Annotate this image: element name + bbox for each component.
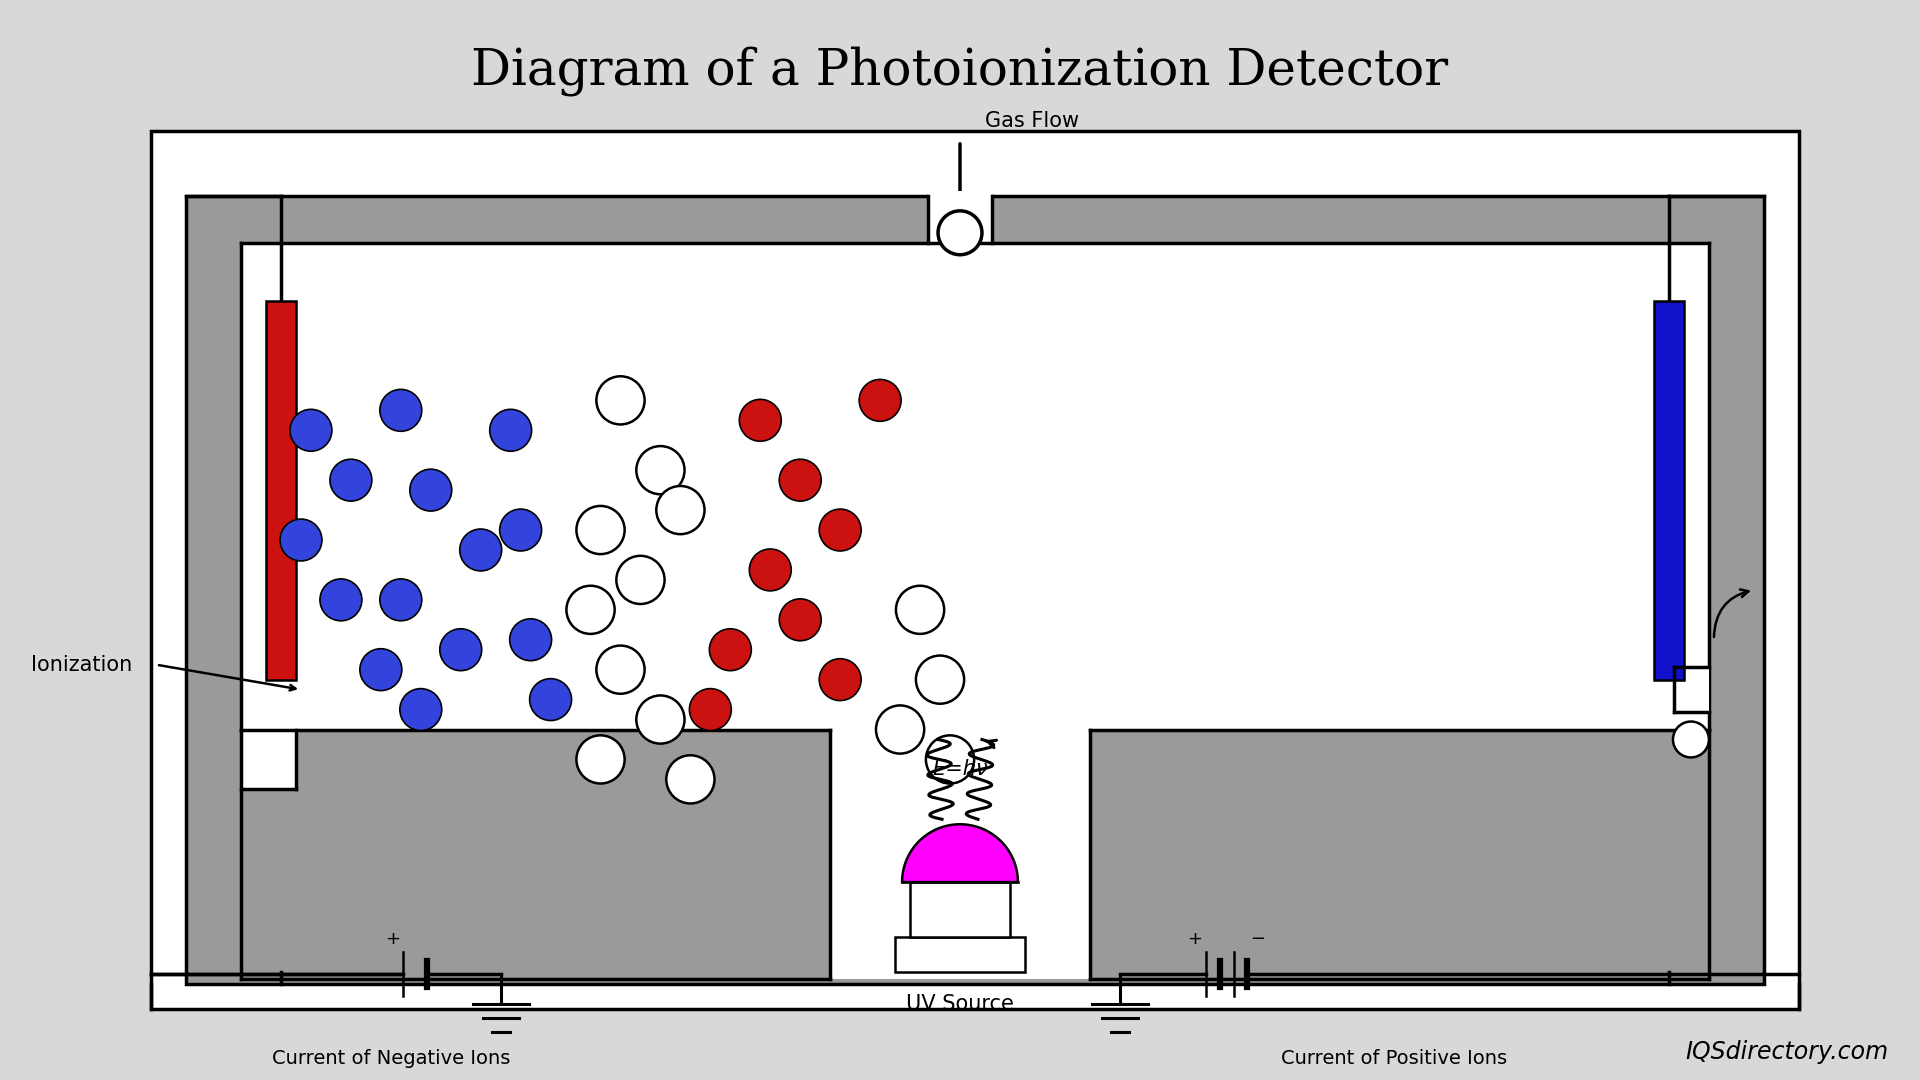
Circle shape (916, 656, 964, 704)
Circle shape (636, 696, 685, 744)
Text: UV Source: UV Source (906, 994, 1014, 1014)
Text: −: − (1250, 930, 1265, 948)
Circle shape (597, 376, 645, 424)
Circle shape (858, 379, 900, 421)
Circle shape (399, 689, 442, 730)
Bar (895, 937, 1025, 972)
Bar (1674, 667, 1709, 712)
Circle shape (566, 585, 614, 634)
Circle shape (576, 505, 624, 554)
Circle shape (820, 509, 862, 551)
Circle shape (576, 735, 624, 783)
Bar (242, 243, 1709, 729)
Bar (927, 191, 993, 243)
Circle shape (321, 579, 361, 621)
Circle shape (749, 549, 791, 591)
Bar (1091, 729, 1709, 978)
Circle shape (1672, 721, 1709, 757)
Circle shape (739, 400, 781, 442)
Bar (186, 195, 1764, 984)
Bar (242, 729, 829, 978)
Circle shape (330, 459, 372, 501)
Text: E=hν: E=hν (933, 759, 987, 780)
Circle shape (876, 705, 924, 754)
Circle shape (897, 585, 945, 634)
Text: +: + (386, 930, 401, 948)
Circle shape (689, 689, 732, 730)
Circle shape (666, 755, 714, 804)
Circle shape (440, 629, 482, 671)
Polygon shape (902, 824, 1018, 882)
FancyArrowPatch shape (1715, 590, 1749, 637)
Text: +: + (1187, 930, 1202, 948)
Circle shape (939, 211, 981, 255)
Circle shape (499, 509, 541, 551)
Circle shape (490, 409, 532, 451)
Text: Current of Negative Ions: Current of Negative Ions (271, 1049, 511, 1068)
Bar (910, 882, 1010, 937)
Text: IQSdirectory.com: IQSdirectory.com (1686, 1040, 1889, 1064)
Bar (829, 729, 1091, 978)
Circle shape (290, 409, 332, 451)
Bar (152, 131, 1799, 1009)
Circle shape (380, 390, 422, 431)
Circle shape (616, 556, 664, 604)
Circle shape (380, 579, 422, 621)
Text: Ionization: Ionization (31, 654, 132, 675)
Circle shape (597, 646, 645, 693)
Bar (267, 300, 296, 679)
Circle shape (925, 735, 973, 783)
Bar (1653, 300, 1684, 679)
Circle shape (459, 529, 501, 571)
Circle shape (530, 678, 572, 720)
Text: Current of Positive Ions: Current of Positive Ions (1281, 1049, 1507, 1068)
Circle shape (657, 486, 705, 535)
Circle shape (708, 629, 751, 671)
Circle shape (359, 649, 401, 690)
Text: Gas Flow: Gas Flow (985, 111, 1079, 131)
Circle shape (280, 519, 323, 561)
Circle shape (509, 619, 551, 661)
Bar (242, 729, 296, 789)
Circle shape (780, 598, 822, 640)
Circle shape (409, 469, 451, 511)
Circle shape (780, 459, 822, 501)
Text: Diagram of a Photoionization Detector: Diagram of a Photoionization Detector (472, 46, 1448, 96)
Circle shape (636, 446, 685, 495)
Circle shape (820, 659, 862, 701)
